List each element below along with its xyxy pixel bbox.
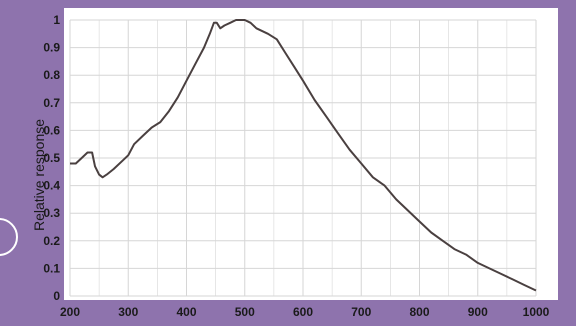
x-tick-label: 700 xyxy=(351,305,371,319)
x-tick-label: 800 xyxy=(409,305,429,319)
y-tick-label: 0.2 xyxy=(43,234,60,248)
x-tick-label: 900 xyxy=(468,305,488,319)
y-tick-label: 0.5 xyxy=(43,151,60,165)
y-tick-label: 0.8 xyxy=(43,68,60,82)
y-tick-label: 0.6 xyxy=(43,123,60,137)
y-tick-label: 0.7 xyxy=(43,96,60,110)
y-tick-label: 0.9 xyxy=(43,41,60,55)
x-tick-label: 600 xyxy=(293,305,313,319)
series-layer xyxy=(70,19,537,292)
x-tick-label: 1000 xyxy=(523,305,550,319)
x-tick-label: 300 xyxy=(118,305,138,319)
y-tick-label: 0.4 xyxy=(43,179,60,193)
response-curve xyxy=(70,19,537,292)
x-tick-label: 400 xyxy=(176,305,196,319)
y-tick-label: 0 xyxy=(53,289,60,303)
x-tick-label: 200 xyxy=(60,305,80,319)
x-tick-labels: 200 300 400 500 600 700 800 900 1000 xyxy=(60,305,550,319)
y-tick-label: 1 xyxy=(53,13,60,27)
y-tick-label: 0.3 xyxy=(43,206,60,220)
y-tick-label: 0.1 xyxy=(43,261,60,275)
y-axis-title: Relative response xyxy=(31,119,47,231)
grid xyxy=(69,19,537,297)
x-tick-label: 500 xyxy=(235,305,255,319)
plot-area xyxy=(64,8,558,300)
y-tick-labels: 0 0.1 0.2 0.3 0.4 0.5 0.6 0.7 0.8 0.9 1 xyxy=(43,13,60,303)
